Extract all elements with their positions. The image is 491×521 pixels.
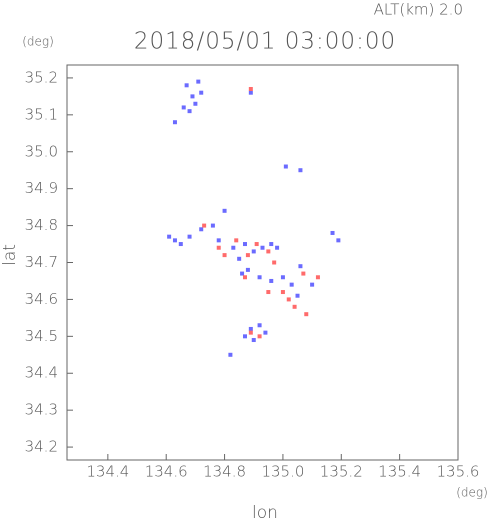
point	[280, 275, 285, 280]
point	[330, 230, 335, 235]
point	[172, 238, 177, 243]
y-tick-label: 34.6	[25, 290, 58, 308]
point	[263, 330, 268, 335]
point	[167, 234, 172, 239]
point	[248, 326, 253, 331]
point	[237, 256, 242, 261]
point	[231, 245, 236, 250]
point	[304, 312, 309, 317]
y-tick-label: 34.7	[25, 253, 58, 271]
y-axis-label: lat	[0, 244, 20, 266]
point	[234, 238, 239, 243]
x-axis-label: lon	[252, 503, 278, 521]
point	[280, 290, 285, 295]
x-unit: (deg)	[456, 486, 488, 500]
point	[257, 323, 262, 328]
point	[199, 90, 204, 95]
point	[336, 238, 341, 243]
plot-frame	[66, 64, 459, 461]
point	[187, 109, 192, 114]
x-tick-label: 135.4	[378, 463, 421, 481]
point	[199, 227, 204, 232]
point	[295, 293, 300, 298]
point	[196, 79, 201, 84]
point	[283, 164, 288, 169]
point	[172, 120, 177, 125]
point	[310, 282, 315, 287]
point	[315, 275, 320, 280]
point	[184, 83, 189, 88]
point	[190, 94, 195, 99]
point	[298, 168, 303, 173]
y-tick-label: 35.0	[25, 142, 58, 160]
point	[254, 242, 259, 247]
point	[245, 267, 250, 272]
x-tick-label: 135.6	[437, 463, 480, 481]
point	[260, 245, 265, 250]
point	[272, 260, 277, 265]
point	[222, 253, 227, 258]
point	[248, 86, 253, 91]
point	[193, 101, 198, 106]
point	[216, 245, 221, 250]
point	[257, 334, 262, 339]
x-tick-label: 134.6	[145, 463, 188, 481]
y-unit: (deg)	[22, 35, 54, 49]
point	[298, 264, 303, 269]
point	[269, 278, 274, 283]
y-tick-label: 34.3	[25, 401, 58, 419]
y-tick-label: 35.2	[25, 68, 58, 86]
point	[242, 334, 247, 339]
chart-title: 2018/05/01 03:00:00	[134, 29, 396, 55]
point	[245, 253, 250, 258]
x-tick-label: 134.8	[203, 463, 246, 481]
point	[251, 249, 256, 254]
point	[202, 223, 207, 228]
point	[240, 271, 245, 276]
point	[266, 249, 271, 254]
point	[266, 290, 271, 295]
y-tick-label: 34.2	[25, 438, 58, 456]
point	[242, 242, 247, 247]
point	[248, 90, 253, 95]
point	[181, 105, 186, 110]
point	[257, 275, 262, 280]
point	[251, 338, 256, 343]
x-tick-label: 135.2	[320, 463, 363, 481]
y-tick-label: 34.8	[25, 216, 58, 234]
point	[289, 282, 294, 287]
point	[275, 245, 280, 250]
x-tick-label: 135.0	[261, 463, 304, 481]
y-tick-label: 35.1	[25, 105, 58, 123]
subtitle: ALT(km) 2.0	[374, 1, 463, 19]
y-tick-label: 34.4	[25, 364, 58, 382]
point	[228, 352, 233, 357]
point	[222, 208, 227, 213]
point	[178, 242, 183, 247]
point	[269, 242, 274, 247]
point	[301, 271, 306, 276]
point	[210, 223, 215, 228]
y-tick-label: 34.5	[25, 327, 58, 345]
y-tick-label: 34.9	[25, 179, 58, 197]
point	[292, 304, 297, 309]
point	[216, 238, 221, 243]
point	[187, 234, 192, 239]
point	[248, 330, 253, 335]
point	[286, 297, 291, 302]
point	[242, 275, 247, 280]
x-tick-label: 134.4	[86, 463, 129, 481]
